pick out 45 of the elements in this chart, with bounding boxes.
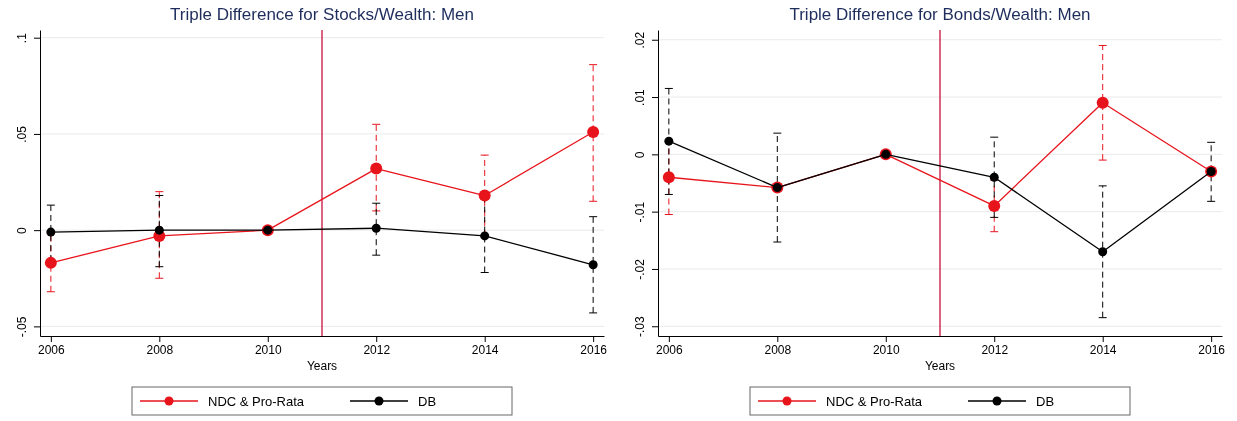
y-tick-label: .05 bbox=[15, 125, 29, 143]
y-tick-label: .01 bbox=[633, 88, 647, 106]
x-axis-title: Years bbox=[924, 359, 956, 373]
point bbox=[989, 172, 999, 182]
x-tick-label: 2006 bbox=[37, 342, 66, 357]
x-tick-label: 2012 bbox=[981, 342, 1009, 357]
y-tick-label: -.02 bbox=[633, 258, 647, 280]
point bbox=[662, 171, 675, 184]
chart-title: Triple Difference for Stocks/Wealth: Men bbox=[170, 5, 474, 24]
chart-title: Triple Difference for Bonds/Wealth: Men bbox=[789, 5, 1091, 24]
y-tick-label: 0 bbox=[15, 226, 29, 234]
point bbox=[478, 189, 491, 202]
x-tick-label: 2014 bbox=[471, 342, 499, 357]
y-tick-label: .02 bbox=[633, 31, 647, 49]
legend-label: DB bbox=[1036, 394, 1055, 409]
point bbox=[587, 126, 600, 138]
y-tick-label: .1 bbox=[15, 32, 29, 44]
point bbox=[664, 136, 674, 146]
y-tick-label: -.03 bbox=[633, 316, 647, 338]
x-tick-label: 2010 bbox=[872, 342, 900, 357]
legend-label: NDC & Pro-Rata bbox=[208, 394, 305, 409]
x-tick-label: 2016 bbox=[1198, 342, 1226, 357]
point bbox=[370, 162, 383, 175]
y-tick-label: -.05 bbox=[15, 316, 29, 338]
legend-label: NDC & Pro-Rata bbox=[826, 394, 923, 409]
x-tick-label: 2008 bbox=[764, 342, 792, 357]
x-tick-label: 2012 bbox=[363, 342, 391, 357]
x-tick-label: 2016 bbox=[580, 342, 608, 357]
x-tick-label: 2010 bbox=[254, 342, 282, 357]
y-tick-label: 0 bbox=[633, 151, 647, 159]
point bbox=[371, 223, 381, 233]
point bbox=[588, 260, 598, 270]
point bbox=[988, 199, 1001, 212]
point bbox=[480, 231, 490, 241]
x-tick-label: 2006 bbox=[655, 342, 684, 357]
legend-label: DB bbox=[418, 394, 437, 409]
point bbox=[154, 225, 164, 235]
point bbox=[1098, 247, 1108, 257]
x-axis-title: Years bbox=[306, 359, 338, 373]
y-tick-label: -.01 bbox=[633, 201, 647, 223]
point bbox=[46, 227, 56, 237]
x-tick-label: 2014 bbox=[1089, 342, 1117, 357]
point bbox=[1096, 96, 1109, 109]
point bbox=[44, 256, 57, 269]
x-tick-label: 2008 bbox=[146, 342, 174, 357]
